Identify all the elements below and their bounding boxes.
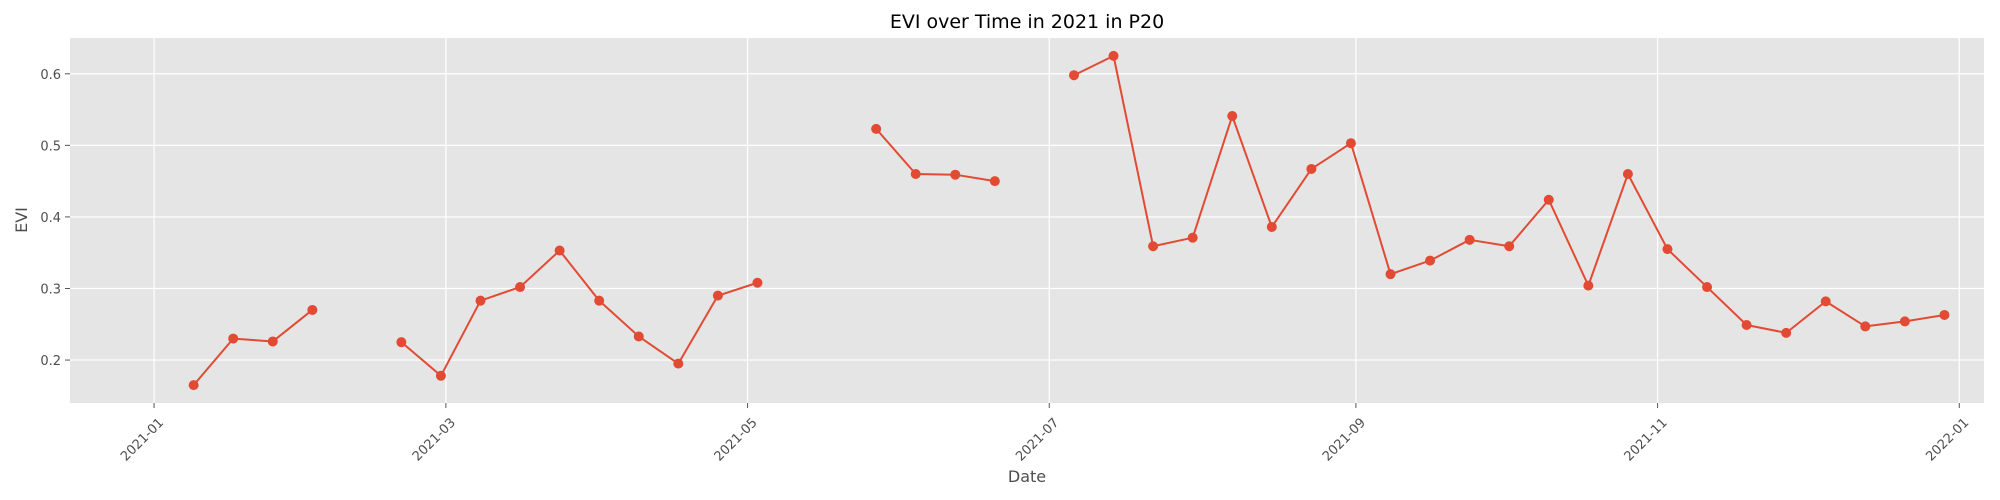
data-point <box>1543 194 1554 205</box>
y-tick-label: 0.6 <box>40 68 61 83</box>
x-tick-label: 2021-05 <box>712 415 761 464</box>
chart-title: EVI over Time in 2021 in P20 <box>890 11 1164 33</box>
data-point <box>1227 111 1238 122</box>
data-point <box>554 245 565 256</box>
series-line-segment <box>192 309 313 386</box>
x-axis-title: Date <box>1008 467 1046 486</box>
y-axis-title: EVI <box>12 207 31 233</box>
x-tick-label: 2021-11 <box>1622 415 1671 464</box>
data-point <box>1425 255 1436 266</box>
data-point <box>1464 234 1475 245</box>
data-point <box>673 358 684 369</box>
plot-background <box>70 38 1984 403</box>
x-tick-label: 2021-01 <box>118 415 167 464</box>
data-point <box>1622 168 1633 179</box>
data-point <box>435 370 446 381</box>
data-point <box>1583 280 1594 291</box>
data-point <box>1820 296 1831 307</box>
y-tick-label: 0.5 <box>40 139 61 154</box>
grid-layer <box>70 38 1984 403</box>
data-point <box>475 295 486 306</box>
data-point <box>1108 50 1119 61</box>
data-point <box>752 277 763 288</box>
data-point <box>712 290 723 301</box>
data-point <box>1266 221 1277 232</box>
x-tick-label: 2021-09 <box>1320 415 1369 464</box>
data-point <box>1741 319 1752 330</box>
data-point <box>1939 309 1950 320</box>
data-point <box>1385 269 1396 280</box>
y-tick-label: 0.4 <box>40 211 61 226</box>
data-point <box>1306 163 1317 174</box>
data-point <box>1899 316 1910 327</box>
data-point <box>1781 327 1792 338</box>
data-point <box>1187 232 1198 243</box>
data-point <box>1068 70 1079 81</box>
data-point <box>633 331 644 342</box>
data-point <box>396 337 407 348</box>
data-point <box>1860 321 1871 332</box>
data-point <box>1662 244 1673 255</box>
data-point <box>1148 241 1159 252</box>
x-tick-label: 2021-03 <box>410 415 459 464</box>
x-tick-label: 2022-01 <box>1923 415 1972 464</box>
series-layer <box>188 50 1950 391</box>
series-line-segment <box>875 128 996 183</box>
series-line-segment <box>400 249 758 377</box>
data-point <box>228 333 239 344</box>
y-tick-label: 0.2 <box>40 354 61 369</box>
data-point <box>1702 282 1713 293</box>
data-point <box>989 176 1000 187</box>
x-tick-label: 2021-07 <box>1013 415 1062 464</box>
data-point <box>910 168 921 179</box>
data-point <box>267 336 278 347</box>
data-point <box>515 282 526 293</box>
data-point <box>1504 241 1515 252</box>
data-point <box>594 295 605 306</box>
data-point <box>307 304 318 315</box>
data-point <box>871 123 882 134</box>
data-point <box>950 169 961 180</box>
data-point <box>1345 138 1356 149</box>
y-tick-label: 0.3 <box>40 282 61 297</box>
data-point <box>188 380 199 391</box>
